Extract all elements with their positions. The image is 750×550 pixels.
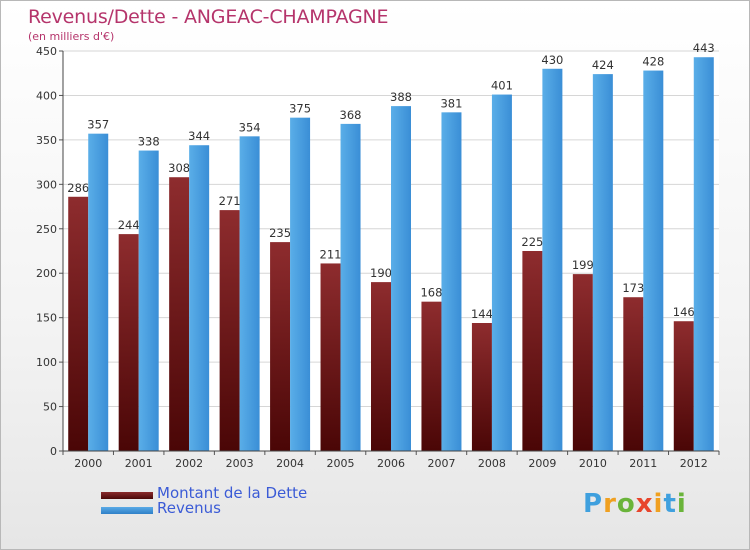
chart-title: Revenus/Dette - ANGEAC-CHAMPAGNE <box>28 6 389 28</box>
data-label-revenus: 381 <box>440 96 462 110</box>
y-tick-label: 200 <box>36 267 57 280</box>
x-tick-label: 2011 <box>629 457 657 470</box>
x-tick-label: 2004 <box>276 457 304 470</box>
data-label-dette: 173 <box>622 281 644 295</box>
data-label-dette: 199 <box>572 258 594 272</box>
bar-dette <box>169 177 190 451</box>
data-label-revenus: 344 <box>188 129 210 143</box>
bar-revenus <box>391 106 411 451</box>
data-label-revenus: 375 <box>289 102 311 116</box>
bar-dette <box>673 321 694 451</box>
data-label-dette: 308 <box>168 161 190 175</box>
data-label-revenus: 368 <box>340 108 362 122</box>
bar-dette <box>219 210 240 451</box>
bar-revenus <box>138 150 159 452</box>
data-label-revenus: 388 <box>390 90 412 104</box>
data-label-dette: 286 <box>67 181 89 195</box>
x-tick-label: 2002 <box>175 457 203 470</box>
y-tick-label: 50 <box>43 401 57 414</box>
y-tick-label: 150 <box>36 312 57 325</box>
x-tick-label: 2009 <box>528 457 556 470</box>
x-tick-label: 2006 <box>377 457 405 470</box>
legend-swatch-dette <box>101 492 153 499</box>
bar-dette <box>522 251 543 451</box>
bar-dette <box>572 274 593 451</box>
data-label-dette: 190 <box>370 266 392 280</box>
y-tick-label: 250 <box>36 223 57 236</box>
data-label-dette: 211 <box>320 247 342 261</box>
data-label-dette: 225 <box>521 235 543 249</box>
legend-label-dette: Montant de la Dette <box>157 484 308 502</box>
chart-subtitle: (en milliers d'€) <box>28 30 115 43</box>
bar-revenus <box>340 123 361 451</box>
logo-letter: P <box>583 489 604 519</box>
y-tick-label: 350 <box>36 134 57 147</box>
logo-letter: t <box>663 489 677 519</box>
bar-dette <box>421 301 442 451</box>
y-tick-label: 300 <box>36 178 57 191</box>
legend-label-revenus: Revenus <box>157 499 221 517</box>
data-label-revenus: 338 <box>138 135 160 149</box>
bar-revenus <box>693 57 714 451</box>
data-label-dette: 271 <box>219 194 241 208</box>
logo-letter: i <box>653 489 664 519</box>
data-label-revenus: 424 <box>592 58 614 72</box>
data-label-revenus: 428 <box>642 55 664 69</box>
logo-letter: r <box>603 489 617 519</box>
logo-letter: i <box>676 489 687 519</box>
bar-dette <box>320 263 341 451</box>
y-tick-label: 0 <box>50 445 57 458</box>
x-tick-label: 2012 <box>680 457 708 470</box>
x-tick-label: 2003 <box>226 457 254 470</box>
bar-revenus <box>189 145 210 451</box>
data-label-revenus: 354 <box>239 120 261 134</box>
logo-letter: x <box>635 489 654 519</box>
x-tick-label: 2000 <box>74 457 102 470</box>
bar-dette <box>371 282 391 451</box>
data-label-revenus: 401 <box>491 79 513 93</box>
bar-revenus <box>441 112 462 451</box>
bar-dette <box>471 323 492 451</box>
bar-revenus <box>88 133 109 451</box>
logo-letter: o <box>616 489 636 519</box>
bar-revenus <box>290 117 311 452</box>
y-tick-label: 400 <box>36 89 57 102</box>
bar-revenus <box>239 136 260 452</box>
data-label-revenus: 430 <box>541 53 563 67</box>
legend-swatch-revenus <box>101 507 153 514</box>
data-label-dette: 146 <box>673 305 695 319</box>
x-tick-label: 2001 <box>125 457 153 470</box>
x-tick-label: 2005 <box>327 457 355 470</box>
bar-revenus <box>643 70 664 452</box>
bar-revenus <box>491 94 512 452</box>
proxiti-logo: Proxiti <box>583 489 687 519</box>
bar-dette <box>68 196 89 451</box>
data-label-revenus: 357 <box>87 118 109 132</box>
x-tick-label: 2007 <box>427 457 455 470</box>
data-label-dette: 235 <box>269 226 291 240</box>
bar-revenus <box>592 74 613 451</box>
bar-revenus <box>542 68 563 452</box>
x-tick-label: 2008 <box>478 457 506 470</box>
data-label-dette: 168 <box>420 286 442 300</box>
bar-dette <box>623 297 644 451</box>
y-tick-label: 100 <box>36 356 57 369</box>
bar-dette <box>270 242 291 451</box>
data-label-revenus: 443 <box>693 41 715 55</box>
data-label-dette: 244 <box>118 218 140 232</box>
data-label-dette: 144 <box>471 307 493 321</box>
bar-dette <box>118 234 139 451</box>
x-tick-label: 2010 <box>579 457 607 470</box>
y-tick-label: 450 <box>36 45 57 58</box>
